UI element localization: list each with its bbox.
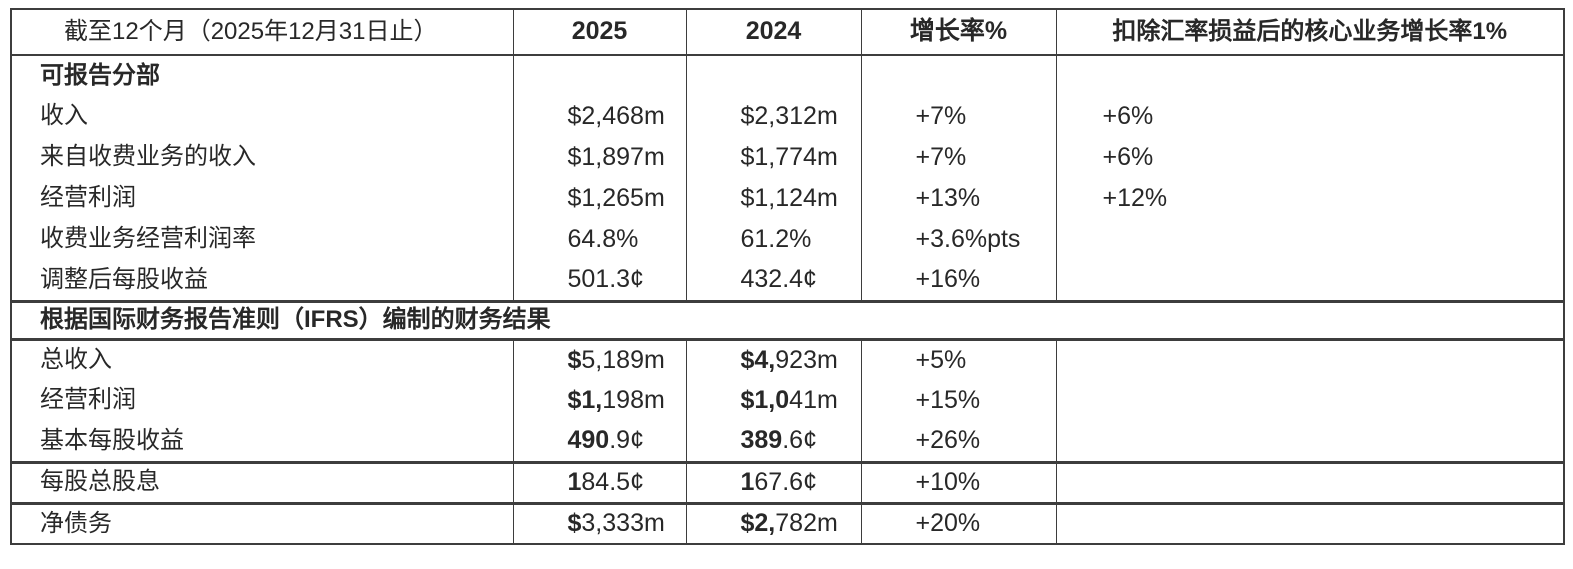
table-row: 经营利润 $1,265m $1,124m +13% +12% — [11, 178, 1564, 219]
row-label: 收入 — [11, 96, 514, 137]
header-growth: 增长率% — [860, 9, 1057, 55]
value-core-growth — [1055, 339, 1564, 380]
table-header: 截至12个月（2025年12月31日止） 2025 2024 增长率% 扣除汇率… — [11, 9, 1564, 55]
section-band-row: 根据国际财务报告准则（IFRS）编制的财务结果 — [11, 301, 1564, 339]
value-2025: $1,897m — [512, 137, 687, 178]
table-row: 收费业务经营利润率 64.8% 61.2% +3.6%pts — [11, 219, 1564, 260]
table-row: 每股总股息 184.5¢ 167.6¢ +10% — [11, 462, 1564, 503]
value-core-growth — [1055, 219, 1564, 260]
section-ifrs-results: 总收入 $5,189m $4,923m +5% 经营利润 $1,198m $1,041m +1… — [11, 339, 1564, 462]
value-core-growth: +6% — [1055, 137, 1564, 178]
header-2024: 2024 — [685, 9, 862, 55]
value-growth: +16% — [860, 260, 1057, 301]
row-label: 经营利润 — [11, 178, 514, 219]
value-growth: +20% — [860, 503, 1057, 544]
row-label: 可报告分部 — [11, 55, 514, 96]
value-core-growth — [1055, 380, 1564, 421]
value-2024: $1,041m — [685, 380, 862, 421]
value-2024: 389.6¢ — [685, 421, 862, 462]
value-2024: 61.2% — [685, 219, 862, 260]
value-2025: $2,468m — [512, 96, 687, 137]
value-2025: $1,265m — [512, 178, 687, 219]
header-row: 截至12个月（2025年12月31日止） 2025 2024 增长率% 扣除汇率… — [11, 9, 1564, 55]
financial-highlights-table: 截至12个月（2025年12月31日止） 2025 2024 增长率% 扣除汇率… — [10, 8, 1565, 545]
section-ifrs-band: 根据国际财务报告准则（IFRS）编制的财务结果 — [11, 301, 1564, 339]
value-2025: 490.9¢ — [512, 421, 687, 462]
value-core-growth: +12% — [1055, 178, 1564, 219]
value-growth: +10% — [860, 462, 1057, 503]
row-label: 净债务 — [11, 503, 514, 544]
header-period: 截至12个月（2025年12月31日止） — [11, 9, 514, 55]
value-2025: 184.5¢ — [512, 462, 687, 503]
table-row: 经营利润 $1,198m $1,041m +15% — [11, 380, 1564, 421]
value-core-growth — [1055, 260, 1564, 301]
value-core-growth — [1055, 503, 1564, 544]
row-label: 来自收费业务的收入 — [11, 137, 514, 178]
value-2025: $5,189m — [512, 339, 687, 380]
value-2024: $4,923m — [685, 339, 862, 380]
value-2024: 167.6¢ — [685, 462, 862, 503]
section-reportable-segments: 可报告分部 收入 $2,468m $2,312m +7% +6% 来自收费业务的收入 $1,8… — [11, 55, 1564, 301]
row-label: 收费业务经营利润率 — [11, 219, 514, 260]
value-growth: +13% — [860, 178, 1057, 219]
value-growth: +5% — [860, 339, 1057, 380]
value-core-growth — [1055, 421, 1564, 462]
row-label: 每股总股息 — [11, 462, 514, 503]
row-label: 基本每股收益 — [11, 421, 514, 462]
value-2024: 432.4¢ — [685, 260, 862, 301]
row-label: 总收入 — [11, 339, 514, 380]
value-growth — [860, 55, 1057, 96]
value-2024: $2,312m — [685, 96, 862, 137]
value-2024: $1,774m — [685, 137, 862, 178]
value-2025: 64.8% — [512, 219, 687, 260]
value-core-growth — [1055, 462, 1564, 503]
header-2025: 2025 — [512, 9, 687, 55]
value-core-growth — [1055, 55, 1564, 96]
value-2024: $2,782m — [685, 503, 862, 544]
value-2024: $1,124m — [685, 178, 862, 219]
value-growth: +15% — [860, 380, 1057, 421]
table-row: 净债务 $3,333m $2,782m +20% — [11, 503, 1564, 544]
section-net-debt: 净债务 $3,333m $2,782m +20% — [11, 503, 1564, 544]
row-label: 调整后每股收益 — [11, 260, 514, 301]
section-dividend: 每股总股息 184.5¢ 167.6¢ +10% — [11, 462, 1564, 503]
value-growth: +3.6%pts — [860, 219, 1057, 260]
value-core-growth: +6% — [1055, 96, 1564, 137]
value-growth: +7% — [860, 137, 1057, 178]
value-2025: $3,333m — [512, 503, 687, 544]
table-row: 调整后每股收益 501.3¢ 432.4¢ +16% — [11, 260, 1564, 301]
value-growth: +26% — [860, 421, 1057, 462]
table-row: 总收入 $5,189m $4,923m +5% — [11, 339, 1564, 380]
table-row: 基本每股收益 490.9¢ 389.6¢ +26% — [11, 421, 1564, 462]
section-band-title: 根据国际财务报告准则（IFRS）编制的财务结果 — [40, 305, 551, 333]
value-2025 — [512, 55, 687, 96]
table-row: 来自收费业务的收入 $1,897m $1,774m +7% +6% — [11, 137, 1564, 178]
table-row: 收入 $2,468m $2,312m +7% +6% — [11, 96, 1564, 137]
table-row: 可报告分部 — [11, 55, 1564, 96]
row-label: 经营利润 — [11, 380, 514, 421]
value-2024 — [685, 55, 862, 96]
value-2025: $1,198m — [512, 380, 687, 421]
header-core-growth: 扣除汇率损益后的核心业务增长率1% — [1055, 9, 1564, 55]
value-2025: 501.3¢ — [512, 260, 687, 301]
value-growth: +7% — [860, 96, 1057, 137]
